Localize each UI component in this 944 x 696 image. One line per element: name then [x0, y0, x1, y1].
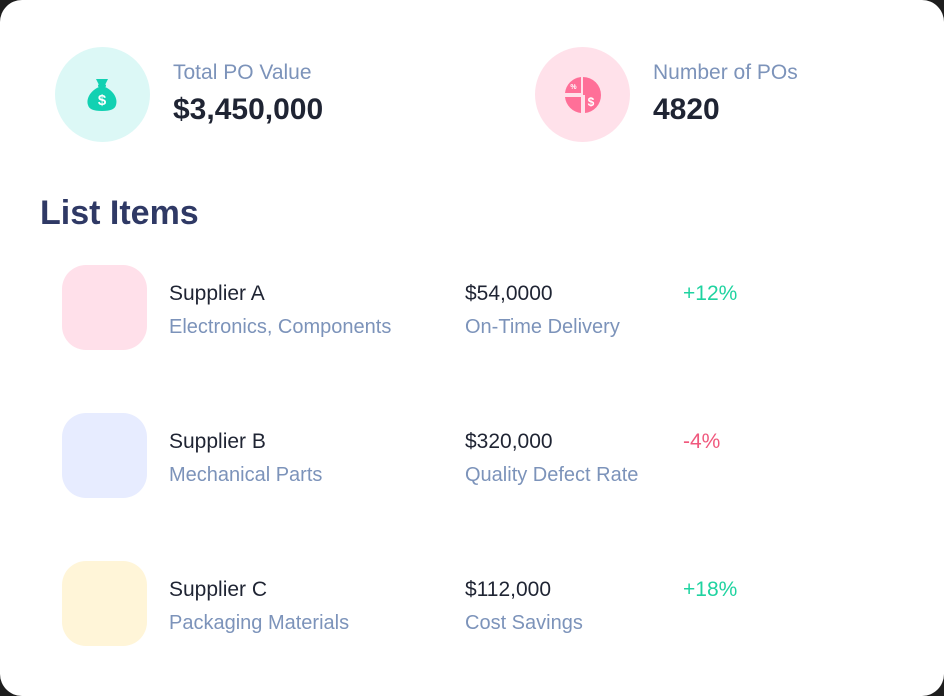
- list-item[interactable]: Supplier B Mechanical Parts $320,000 Qua…: [62, 413, 902, 499]
- supplier-metric: Quality Defect Rate: [465, 464, 639, 486]
- supplier-category: Packaging Materials: [169, 612, 350, 634]
- supplier-name: Supplier B: [169, 430, 266, 453]
- supplier-category: Electronics, Components: [169, 316, 392, 338]
- supplier-tile: [62, 413, 147, 498]
- supplier-amount: $112,000: [465, 578, 552, 601]
- supplier-metric: On-Time Delivery: [465, 316, 620, 338]
- list-item[interactable]: Supplier A Electronics, Components $54,0…: [62, 265, 902, 351]
- supplier-change: +18%: [683, 578, 738, 601]
- supplier-change: -4%: [683, 430, 721, 453]
- list-item[interactable]: Supplier C Packaging Materials $112,000 …: [62, 561, 902, 647]
- stat-icon-circle: $: [55, 47, 150, 142]
- stat-icon-circle: % $: [535, 47, 630, 142]
- svg-text:$: $: [588, 95, 595, 109]
- supplier-name: Supplier C: [169, 578, 268, 601]
- supplier-change: +12%: [683, 282, 738, 305]
- stat-value: 4820: [653, 93, 720, 126]
- supplier-amount: $54,0000: [465, 282, 553, 305]
- list-title: List Items: [40, 194, 199, 232]
- supplier-name: Supplier A: [169, 282, 265, 305]
- supplier-tile: [62, 561, 147, 646]
- svg-text:$: $: [98, 92, 107, 109]
- money-bag-icon: $: [87, 79, 117, 111]
- stat-value: $3,450,000: [173, 93, 324, 126]
- supplier-amount: $320,000: [465, 430, 553, 453]
- supplier-tile: [62, 265, 147, 350]
- pie-chart-dollar-icon: % $: [565, 77, 602, 113]
- supplier-category: Mechanical Parts: [169, 464, 323, 486]
- stat-label: Number of POs: [653, 61, 798, 84]
- supplier-metric: Cost Savings: [465, 612, 583, 634]
- stat-label: Total PO Value: [173, 61, 312, 84]
- svg-text:%: %: [570, 84, 577, 91]
